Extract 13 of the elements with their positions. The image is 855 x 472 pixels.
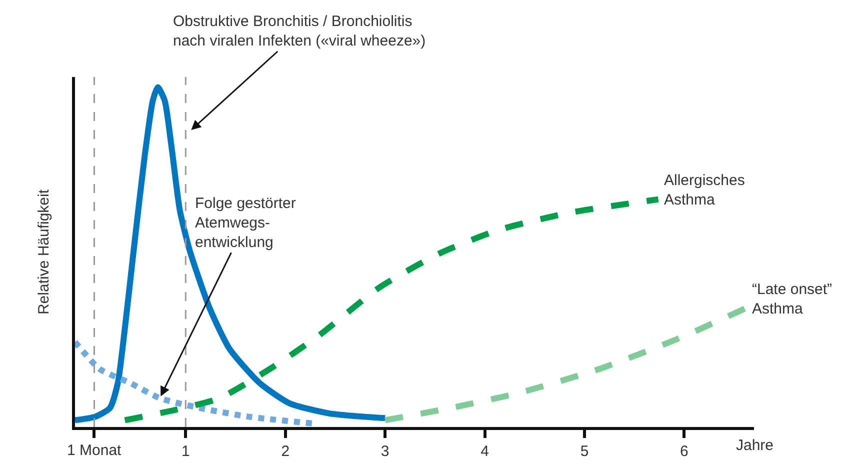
x-axis-title: Jahre bbox=[736, 437, 774, 454]
ref-line-label: 1 Monat bbox=[67, 442, 122, 459]
annotation: Folge gestörter Atemwegs- entwicklung bbox=[195, 195, 296, 251]
x-tick-label: 4 bbox=[480, 442, 489, 460]
x-tick-label: 2 bbox=[281, 442, 290, 460]
x-tick-label: 1 bbox=[182, 442, 190, 460]
y-axis-title: Relative Häufigkeit bbox=[36, 188, 52, 315]
x-tick-label: 5 bbox=[580, 442, 589, 460]
annotation: Obstruktive Bronchitis / Bronchiolitis nach viralen Infekten («viral wheeze») bbox=[173, 13, 426, 50]
x-tick-label: 6 bbox=[680, 442, 688, 460]
series-label: “Late onset” Asthma bbox=[752, 281, 832, 318]
x-tick-label: 3 bbox=[380, 442, 390, 460]
series-label: Allergisches Asthma bbox=[664, 172, 745, 208]
